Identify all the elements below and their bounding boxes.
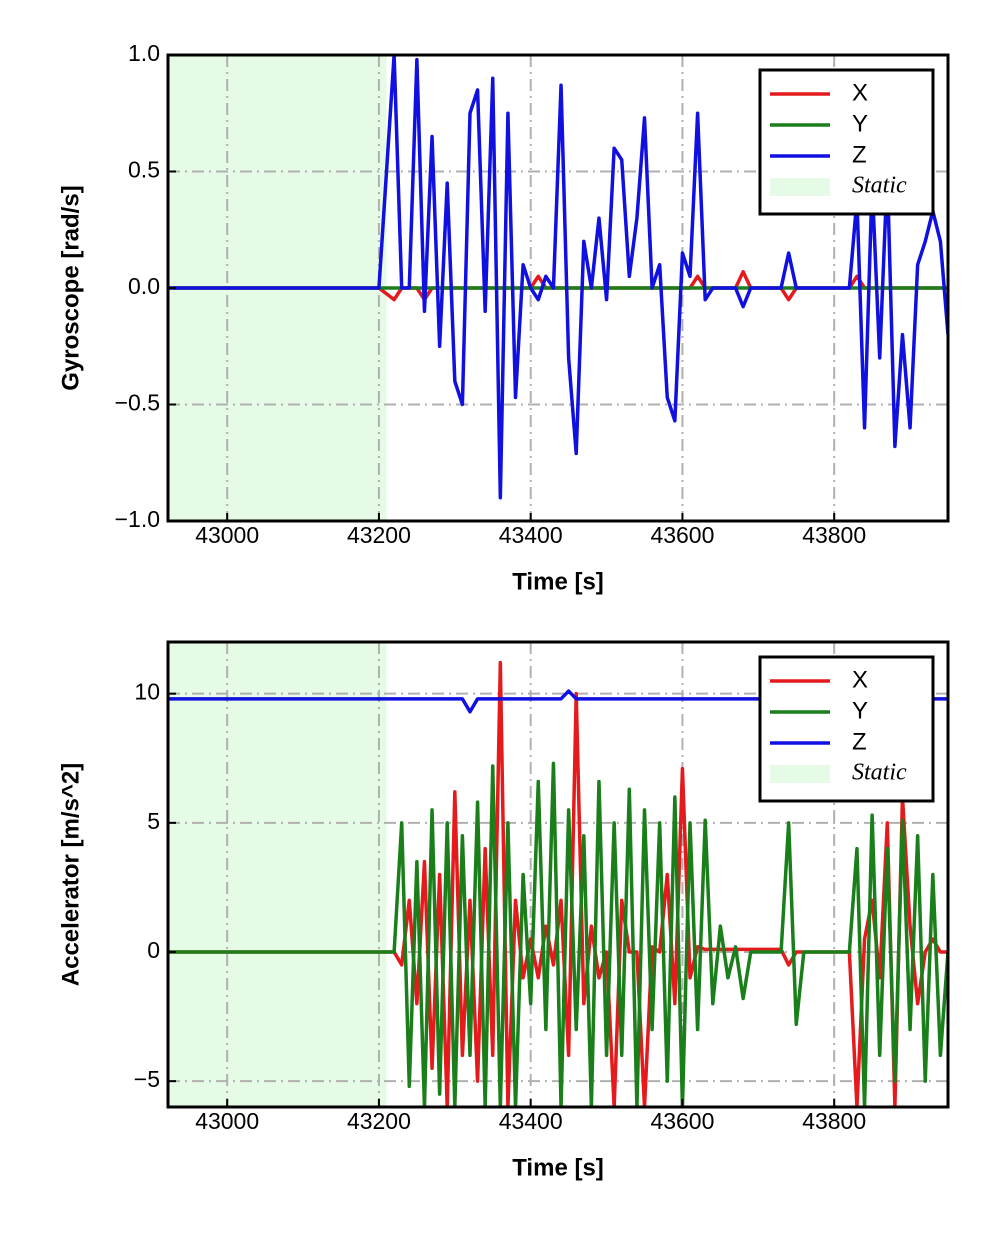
legend-label: Static [852,760,907,786]
x-tick-label: 43600 [650,522,714,548]
x-axis-label: Time [s] [512,1154,604,1181]
legend-label: X [852,79,868,106]
y-tick-label: −5 [134,1066,160,1092]
y-tick-label: 0.0 [128,273,160,299]
legend-label: X [852,666,868,693]
chart: 43000 43200 43400 43600 43800 −1.0 −0.5 0.0 0.5 1… [57,40,950,595]
x-tick-label: 43000 [195,522,259,548]
legend-label: Z [852,141,867,168]
y-tick-label: 5 [147,808,160,834]
x-tick-label: 43400 [499,1108,563,1134]
y-tick-label: 0.5 [128,157,160,183]
y-tick-label: 0 [147,937,160,963]
static-span [168,642,387,1107]
plot-area [168,642,948,1107]
legend-label: Y [852,697,868,724]
plot-area [168,55,948,521]
legend-label: Static [852,173,907,199]
legend-swatch [770,178,830,196]
x-tick-label: 43400 [499,522,563,548]
y-tick-label: 10 [134,679,160,705]
plot-frame [166,53,950,523]
legend-label: Y [852,110,868,137]
x-tick-label: 43800 [802,1108,866,1134]
x-axis-label: Time [s] [512,568,604,595]
x-tick-label: 43200 [347,522,411,548]
series-line [168,55,948,500]
y-tick-label: 1.0 [128,40,160,66]
legend-label: Z [852,728,867,755]
legend: XYZ Static [758,68,935,216]
chart: 43000 43200 43400 43600 43800 −5 0 5 10 Time [s] A… [57,640,950,1181]
y-tick-label: −0.5 [115,390,160,416]
y-axis-label: Accelerator [m/s^2] [57,763,84,986]
y-tick-label: −1.0 [115,506,160,532]
series-line [168,761,948,1107]
legend-swatch [770,765,830,783]
x-tick-label: 43200 [347,1108,411,1134]
y-axis-label: Gyroscope [rad/s] [57,185,84,390]
x-tick-label: 43600 [650,1108,714,1134]
x-tick-label: 43000 [195,1108,259,1134]
legend: XYZ Static [758,655,935,803]
plot-frame [166,640,950,1109]
x-tick-label: 43800 [802,522,866,548]
